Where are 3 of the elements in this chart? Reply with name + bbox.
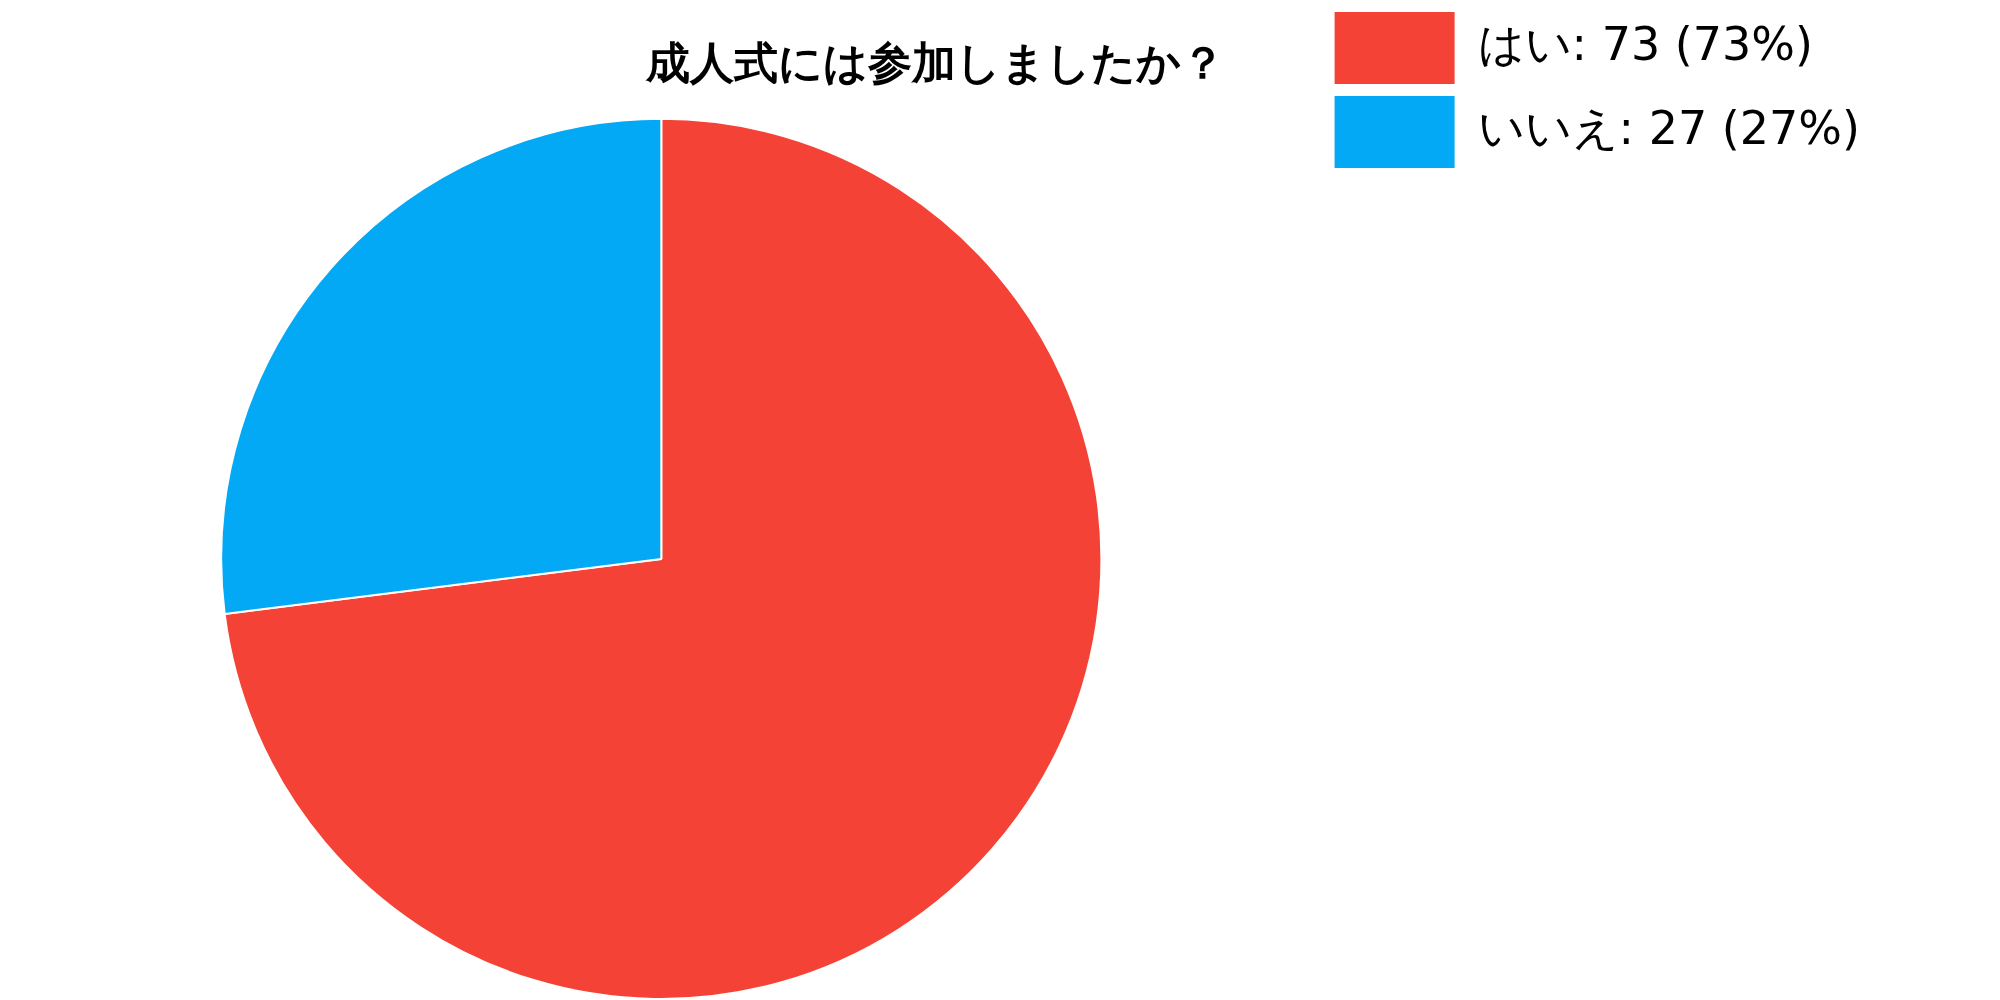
legend-label: いいえ: 27 (27%) — [1477, 100, 1861, 155]
legend-label: はい: 73 (73%) — [1477, 16, 1814, 71]
text: 成人式には参加しましたか？ — [644, 36, 1225, 88]
